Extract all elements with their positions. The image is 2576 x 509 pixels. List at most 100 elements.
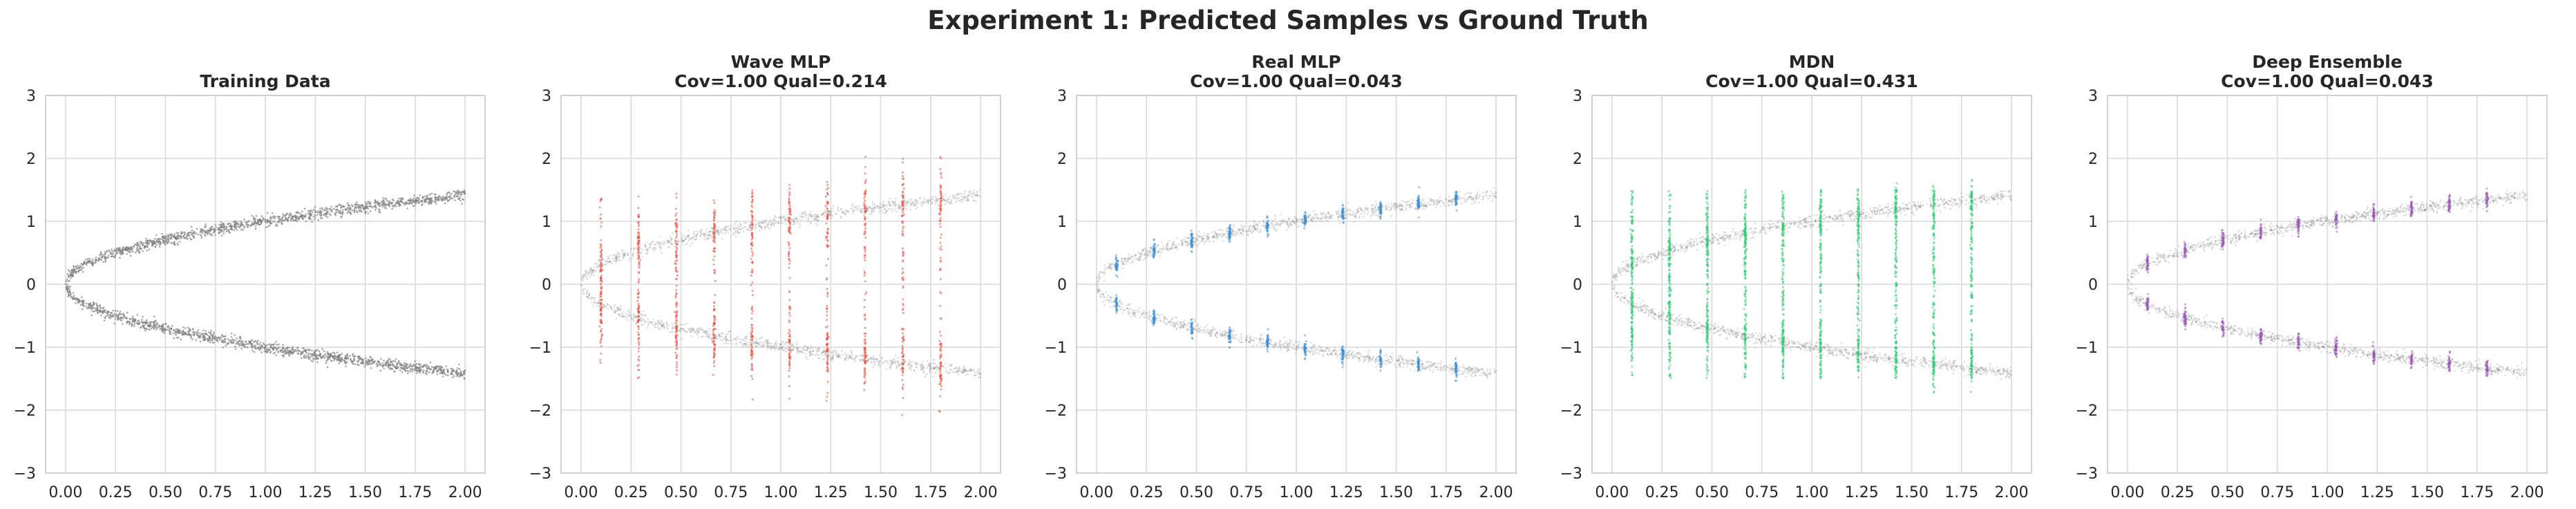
ground-truth-point: [701, 328, 704, 331]
ground-truth-point: [258, 344, 261, 346]
ground-truth-point: [775, 344, 778, 347]
grid: [561, 95, 1001, 474]
ground-truth-point: [661, 243, 663, 246]
ground-truth-point: [113, 250, 115, 252]
ground-truth-point: [837, 355, 839, 358]
ground-truth-point: [683, 329, 685, 332]
ground-truth-point: [310, 360, 313, 362]
sample-point: [637, 223, 640, 225]
ground-truth-point: [192, 328, 194, 330]
ground-truth-point: [357, 359, 360, 362]
ground-truth-point: [355, 210, 358, 212]
ground-truth-point: [294, 216, 296, 219]
ground-truth-point: [815, 216, 817, 219]
ground-truth-point: [795, 218, 797, 221]
ground-truth-point: [595, 302, 597, 304]
ground-truth-point: [770, 345, 772, 348]
ground-truth-point: [389, 361, 392, 363]
ground-truth-point: [905, 360, 907, 362]
ground-truth-point: [943, 365, 945, 367]
ground-truth-point: [288, 351, 291, 354]
ground-truth-point: [173, 337, 176, 340]
ground-truth-point: [177, 330, 180, 333]
ground-truth-point: [169, 237, 171, 240]
ground-truth-point: [837, 210, 840, 212]
ground-truth-point: [854, 358, 856, 360]
ground-truth-point: [408, 365, 410, 368]
ground-truth-point: [878, 206, 881, 209]
ground-truth-point: [649, 247, 651, 249]
sample-point: [637, 281, 640, 284]
ground-truth-point: [963, 195, 965, 198]
ground-truth-point: [976, 194, 979, 197]
ground-truth-point: [734, 222, 736, 225]
ground-truth-point: [922, 367, 925, 370]
ground-truth-point: [916, 362, 918, 364]
sample-point: [713, 351, 715, 354]
sample-point: [750, 323, 753, 326]
sample-point: [712, 315, 715, 317]
ground-truth-point: [883, 205, 885, 207]
ground-truth-point: [212, 232, 215, 234]
ground-truth-point: [295, 350, 297, 353]
ground-truth-point: [883, 203, 885, 206]
ground-truth-point: [744, 343, 746, 345]
ground-truth-point: [196, 331, 198, 333]
ground-truth-point: [766, 342, 768, 345]
ground-truth-point: [709, 234, 712, 237]
ground-truth-point: [894, 207, 897, 210]
ground-truth-point: [967, 197, 969, 199]
ground-truth-point: [848, 354, 850, 357]
ground-truth-point: [451, 376, 454, 378]
ground-truth-point: [213, 333, 215, 335]
ground-truth-point: [718, 336, 720, 339]
ground-truth-point: [605, 263, 607, 265]
ground-truth-point: [91, 314, 93, 317]
ground-truth-point: [193, 231, 195, 233]
ground-truth-point: [256, 223, 258, 225]
ground-truth-point: [358, 207, 360, 210]
ground-truth-point: [160, 238, 162, 241]
ground-truth-point: [720, 228, 722, 230]
ground-truth-point: [670, 238, 673, 241]
ground-truth-point: [593, 298, 596, 301]
sample-point: [674, 331, 677, 333]
sample-point: [712, 199, 715, 202]
ground-truth-point: [603, 259, 605, 261]
ground-truth-point: [583, 293, 585, 295]
ground-truth-point: [235, 228, 237, 230]
ground-truth-point: [291, 353, 294, 355]
ground-truth-point: [228, 225, 231, 228]
ground-truth-point: [91, 261, 93, 264]
ground-truth-point: [199, 340, 202, 343]
ground-truth-point: [749, 227, 751, 230]
ground-truth-point: [928, 371, 931, 373]
ground-truth-point: [450, 197, 453, 199]
ground-truth-point: [866, 360, 869, 362]
ground-truth-point: [657, 320, 660, 322]
ground-truth-point: [910, 198, 913, 201]
ground-truth-point: [104, 252, 107, 255]
ground-truth-point: [885, 210, 887, 212]
ground-truth-point: [798, 350, 801, 353]
ground-truth-point: [351, 361, 353, 364]
ground-truth-point: [261, 351, 263, 353]
ground-truth-point: [66, 279, 68, 281]
ground-truth-point: [871, 201, 874, 203]
ground-truth-point: [435, 367, 438, 369]
ground-truth-point: [313, 358, 315, 360]
ground-truth-point: [866, 360, 869, 363]
ground-truth-point: [835, 352, 837, 354]
ground-truth-point: [180, 331, 183, 334]
ground-truth-point: [68, 275, 70, 277]
sample-point: [714, 279, 717, 282]
ground-truth-point: [956, 193, 958, 196]
ground-truth-point: [353, 355, 356, 358]
ground-truth-point: [697, 331, 699, 333]
ground-truth-point: [220, 226, 223, 229]
ground-truth-point: [375, 209, 377, 211]
ground-truth-point: [695, 234, 697, 237]
ground-truth-point: [590, 267, 593, 270]
ground-truth-point: [342, 209, 344, 212]
ground-truth-point: [399, 197, 402, 200]
